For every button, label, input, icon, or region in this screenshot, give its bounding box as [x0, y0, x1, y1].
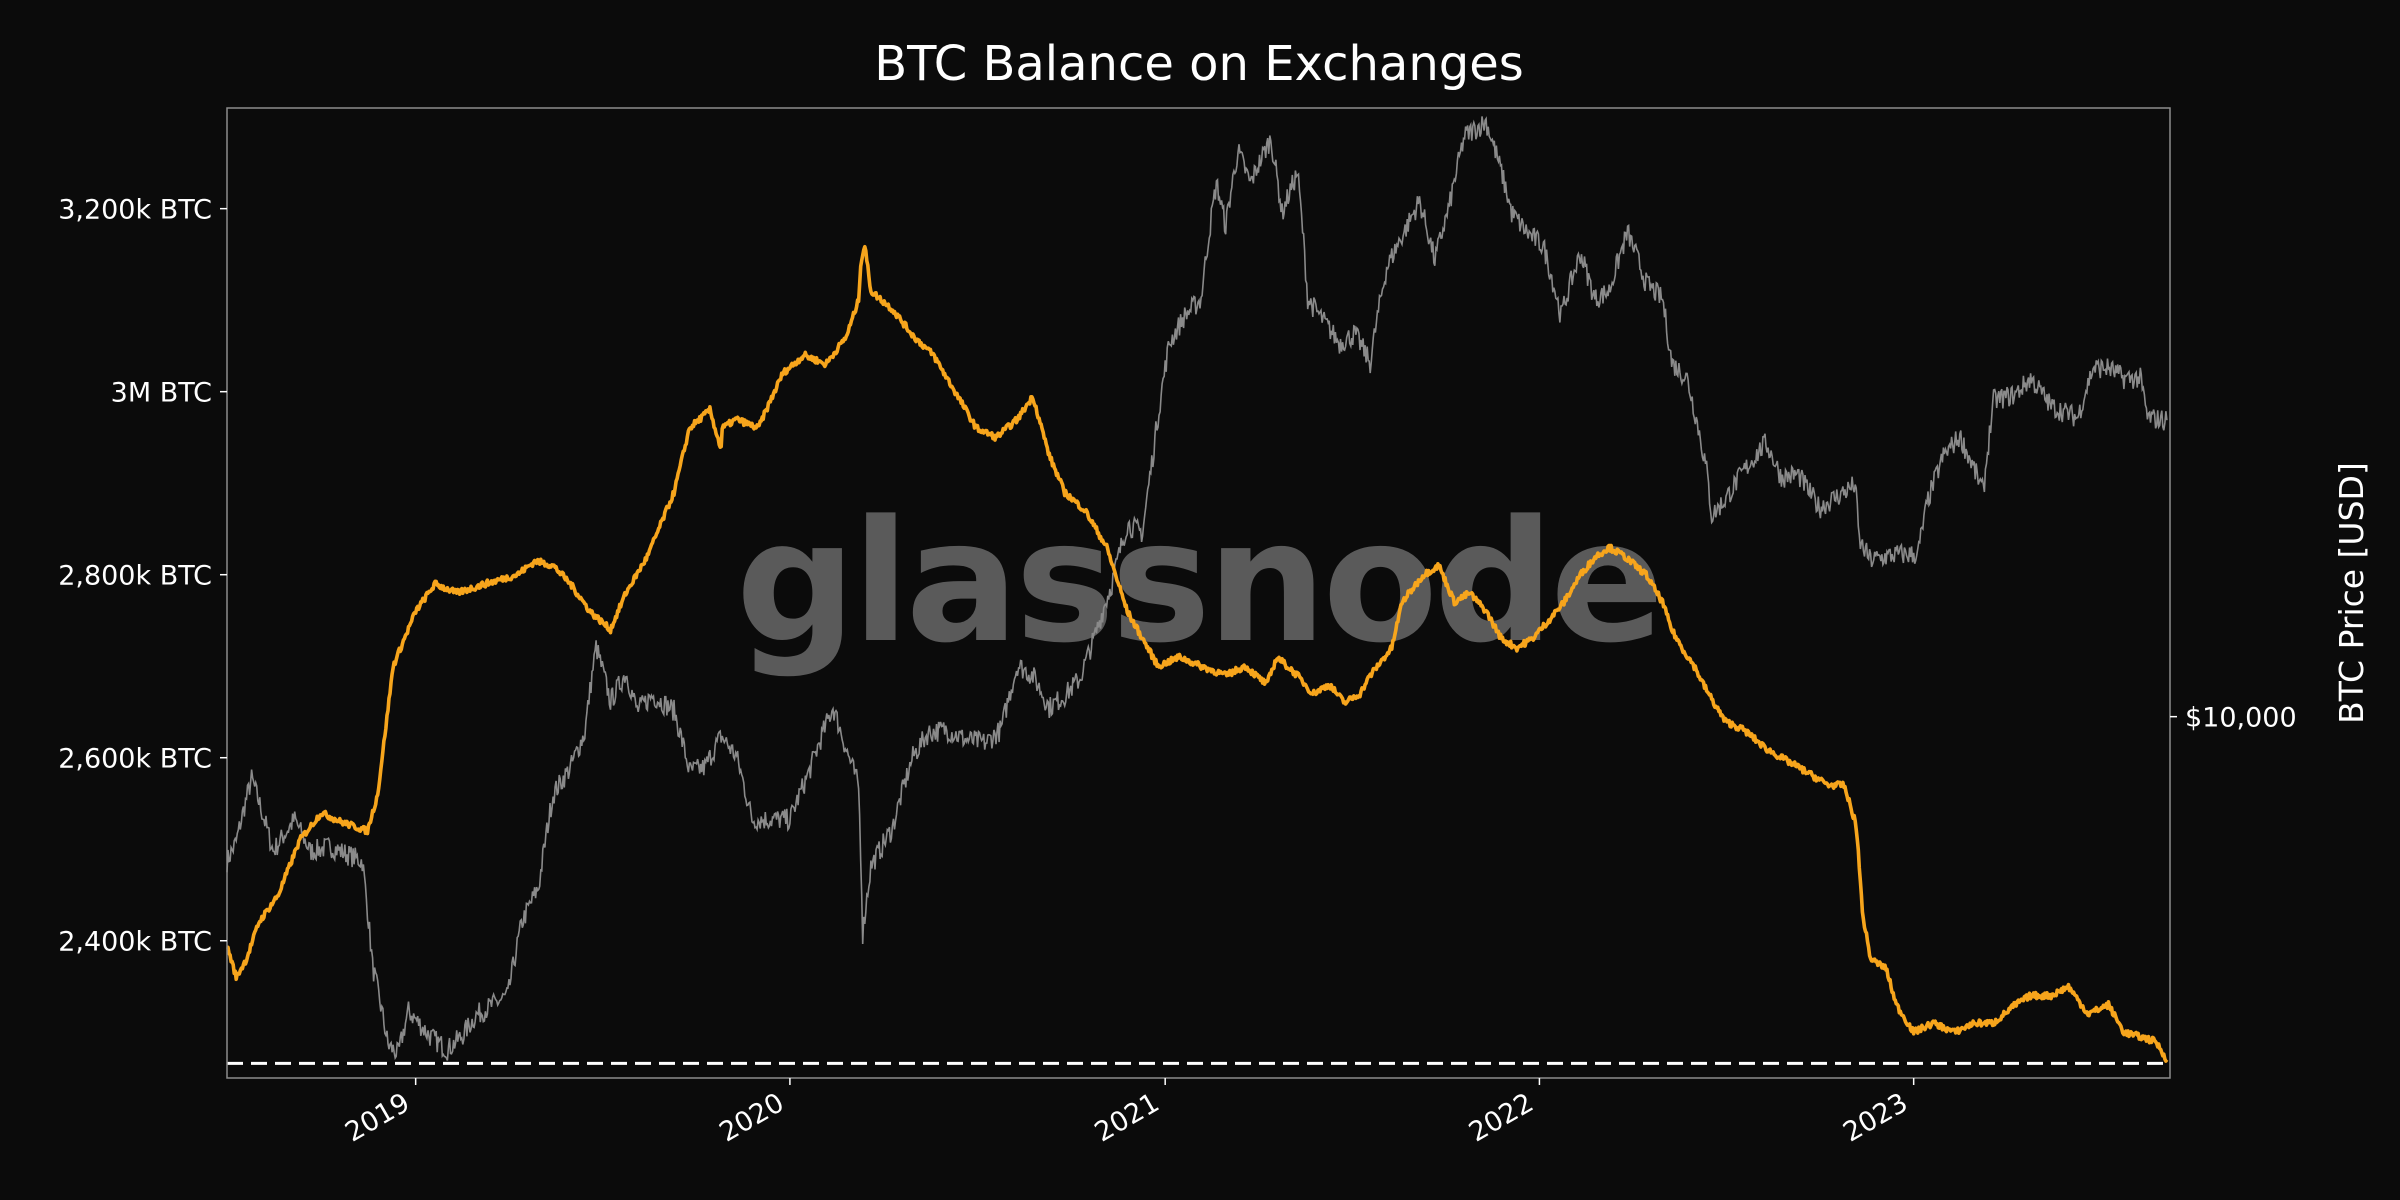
plot-area [227, 108, 2170, 1078]
balance-series-line [226, 244, 2169, 1063]
y-left-tick-label: 3M BTC [111, 378, 212, 409]
y-left-tick-label: 3,200k BTC [58, 195, 212, 226]
y-right-axis-ticks: $10,000 [2170, 703, 2297, 734]
glassnode-watermark: glassnode [736, 484, 1660, 680]
y-right-axis-label: BTC Price [USD] [2332, 462, 2371, 724]
y-left-tick-label: 2,400k BTC [58, 927, 212, 958]
price-series-layer [226, 116, 2168, 1061]
chart-title: BTC Balance on Exchanges [874, 36, 1524, 92]
balance-series-layer [226, 244, 2169, 1063]
plot-background [227, 108, 2170, 1078]
price-series-line [226, 116, 2168, 1061]
y-right-tick-label: $10,000 [2185, 703, 2297, 734]
y-left-axis-ticks: 3,200k BTC 3M BTC 2,800k BTC 2,600k BTC 2,40… [58, 195, 227, 958]
y-left-tick-label: 2,800k BTC [58, 561, 212, 592]
y-left-tick-label: 2,600k BTC [58, 744, 212, 775]
plot-frame [226, 107, 2171, 1079]
